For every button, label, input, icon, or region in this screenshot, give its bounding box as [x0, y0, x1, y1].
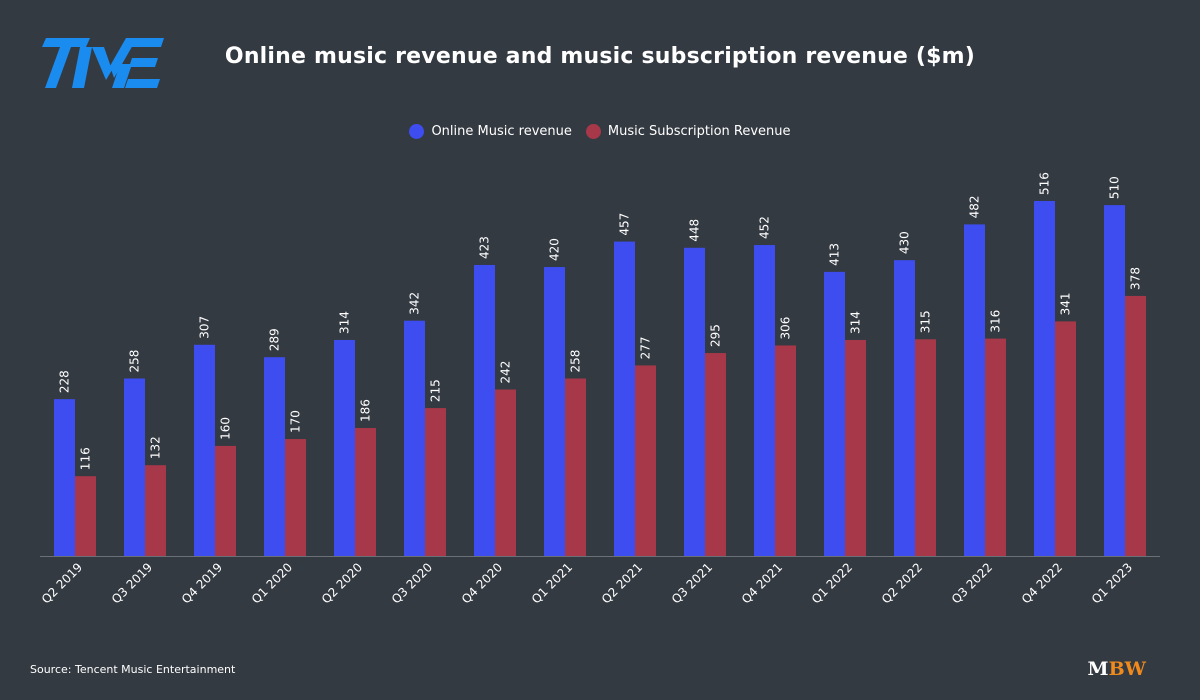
- bar-subscription: [495, 389, 516, 556]
- x-tick-label: Q2 2020: [319, 560, 365, 606]
- data-label-online: 413: [828, 243, 842, 266]
- legend-item-online[interactable]: Online Music revenue: [409, 124, 572, 139]
- bar-subscription: [985, 338, 1006, 556]
- legend-label-online: Online Music revenue: [431, 124, 572, 139]
- data-label-online: 342: [408, 292, 422, 315]
- bar-online: [54, 399, 75, 556]
- data-label-online: 430: [898, 231, 912, 254]
- x-tick-label: Q4 2022: [1019, 560, 1065, 606]
- data-label-online: 314: [338, 311, 352, 334]
- bar-subscription: [705, 353, 726, 556]
- data-label-subscription: 315: [919, 310, 933, 333]
- legend-item-subscription[interactable]: Music Subscription Revenue: [585, 124, 791, 139]
- bar-online: [264, 357, 285, 556]
- bar-online: [894, 260, 915, 556]
- bar-online: [964, 224, 985, 556]
- x-tick-label: Q3 2021: [669, 560, 715, 606]
- data-label-subscription: 116: [79, 447, 93, 470]
- x-tick-label: Q3 2020: [389, 560, 435, 606]
- chart-legend: Online Music revenue Music Subscription …: [0, 124, 1200, 139]
- bar-online: [124, 378, 145, 556]
- bar-subscription: [775, 345, 796, 556]
- data-label-subscription: 378: [1129, 267, 1143, 290]
- x-tick-label: Q2 2019: [39, 560, 85, 606]
- x-tick-label: Q4 2019: [179, 560, 225, 606]
- data-label-subscription: 132: [149, 436, 163, 459]
- bar-online: [334, 339, 355, 556]
- bar-subscription: [565, 378, 586, 556]
- mbw-logo: MBW: [1088, 658, 1146, 680]
- data-label-subscription: 306: [779, 317, 793, 340]
- bar-online: [474, 264, 495, 556]
- legend-swatch-subscription: [585, 124, 601, 139]
- mbw-logo-m: M: [1087, 658, 1109, 680]
- x-tick-label: Q4 2020: [459, 560, 505, 606]
- data-label-online: 258: [128, 350, 142, 373]
- mbw-logo-bw: BW: [1108, 658, 1146, 680]
- x-tick-label: Q4 2021: [739, 560, 785, 606]
- bar-subscription: [425, 408, 446, 556]
- data-label-subscription: 186: [359, 399, 373, 422]
- data-label-online: 307: [198, 316, 212, 339]
- x-tick-label: Q1 2021: [529, 560, 575, 606]
- x-tick-label: Q2 2022: [879, 560, 925, 606]
- data-label-subscription: 316: [989, 310, 1003, 333]
- data-label-subscription: 277: [639, 337, 653, 360]
- bar-online: [684, 247, 705, 556]
- bar-subscription: [1055, 321, 1076, 556]
- bar-online: [614, 241, 635, 557]
- bar-online: [1034, 201, 1055, 556]
- bar-online: [194, 344, 215, 556]
- bar-subscription: [285, 439, 306, 556]
- bar-subscription: [215, 445, 236, 556]
- data-label-online: 510: [1108, 176, 1122, 199]
- data-label-online: 482: [968, 195, 982, 218]
- bar-subscription: [75, 476, 96, 556]
- bar-online: [544, 267, 565, 556]
- data-label-online: 423: [478, 236, 492, 259]
- x-tick-label: Q1 2020: [249, 560, 295, 606]
- x-tick-label: Q2 2021: [599, 560, 645, 606]
- bar-subscription: [845, 339, 866, 556]
- x-tick-label: Q1 2023: [1089, 560, 1135, 606]
- data-label-subscription: 215: [429, 379, 443, 402]
- bar-subscription: [915, 339, 936, 556]
- data-label-subscription: 295: [709, 324, 723, 347]
- bar-subscription: [635, 365, 656, 556]
- data-label-subscription: 160: [219, 417, 233, 440]
- data-label-online: 228: [58, 370, 72, 393]
- x-tick-label: Q3 2019: [109, 560, 155, 606]
- bar-subscription: [1125, 295, 1146, 556]
- x-tick-label: Q3 2022: [949, 560, 995, 606]
- data-label-online: 448: [688, 219, 702, 242]
- tme-logo: [42, 38, 164, 88]
- data-label-online: 452: [758, 216, 772, 239]
- bar-online: [754, 245, 775, 556]
- bar-subscription: [145, 465, 166, 556]
- data-label-online: 457: [618, 213, 632, 236]
- data-label-subscription: 258: [569, 350, 583, 373]
- chart-title: Online music revenue and music subscript…: [224, 44, 976, 69]
- legend-swatch-online: [409, 124, 425, 139]
- bar-subscription: [355, 428, 376, 556]
- bar-online: [404, 320, 425, 556]
- data-label-subscription: 170: [289, 410, 303, 433]
- data-label-online: 289: [268, 328, 282, 351]
- legend-label-subscription: Music Subscription Revenue: [607, 124, 791, 139]
- data-label-subscription: 314: [849, 311, 863, 334]
- data-label-subscription: 341: [1059, 292, 1073, 315]
- data-label-subscription: 242: [499, 361, 513, 384]
- source-note: Source: Tencent Music Entertainment: [30, 663, 236, 676]
- data-label-online: 420: [548, 238, 562, 261]
- data-label-online: 516: [1038, 172, 1052, 195]
- bar-online: [1104, 205, 1125, 556]
- x-tick-label: Q1 2022: [809, 560, 855, 606]
- bar-online: [824, 271, 845, 556]
